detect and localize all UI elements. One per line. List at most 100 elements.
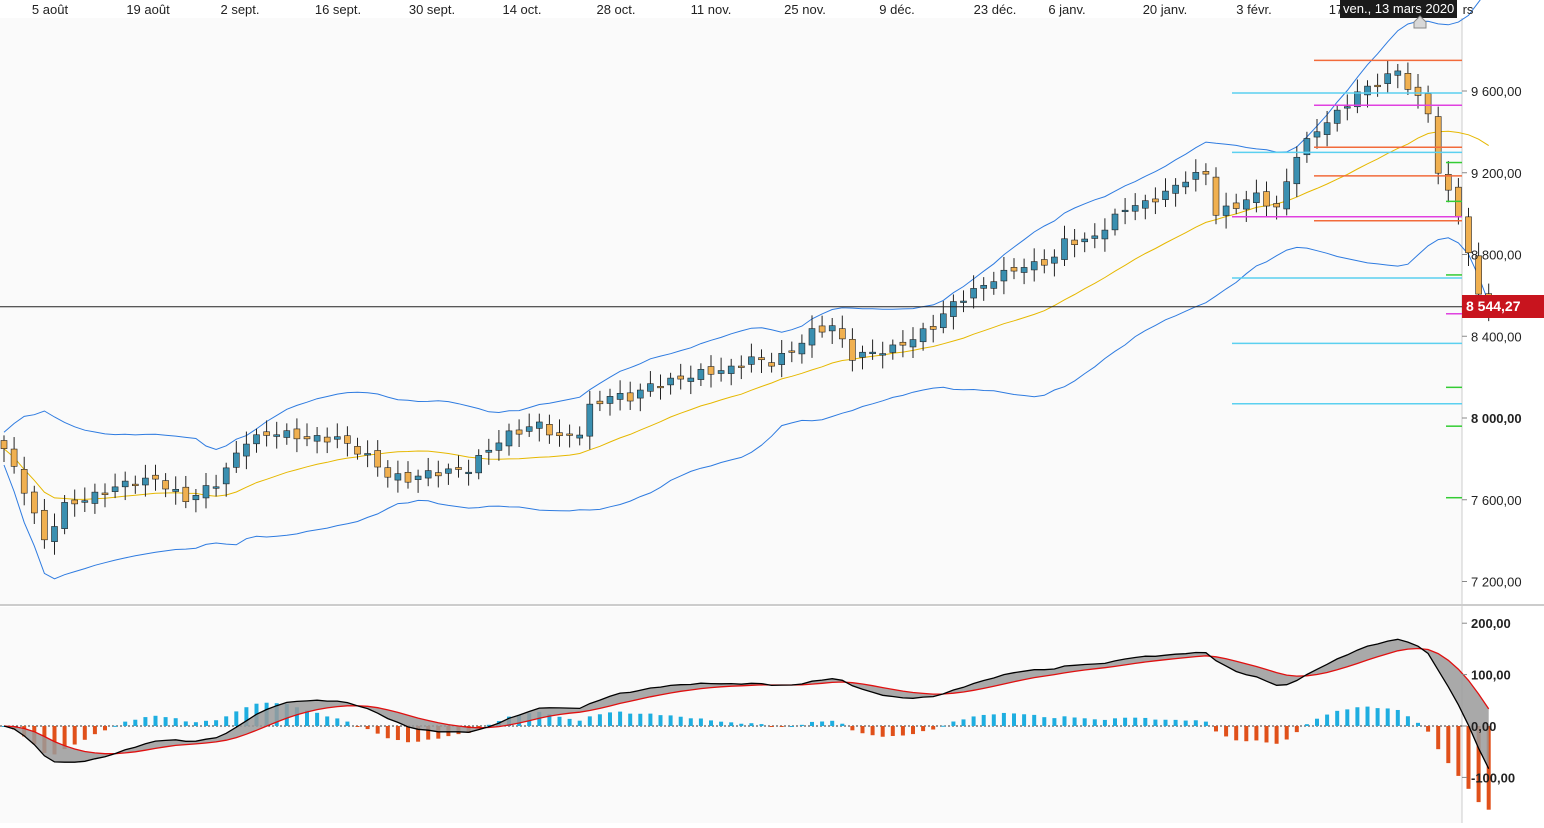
candle-body bbox=[1010, 267, 1018, 272]
candle-body bbox=[152, 474, 159, 480]
candle-body bbox=[1293, 156, 1301, 185]
candle-body bbox=[1071, 239, 1078, 245]
macd-histogram-bar bbox=[365, 726, 370, 730]
candle-body bbox=[960, 300, 967, 303]
macd-histogram-bar bbox=[1001, 712, 1006, 726]
macd-histogram-bar bbox=[688, 718, 693, 726]
macd-histogram-bar bbox=[830, 720, 835, 726]
crosshair-date-label: ven., 13 mars 2020 bbox=[1340, 0, 1458, 18]
macd-histogram-bar bbox=[1012, 713, 1016, 726]
candle-body bbox=[1202, 171, 1210, 175]
y-axis-macd: 200,00 100,00 0,00 -100,00 bbox=[1462, 616, 1515, 785]
macd-histogram-bar bbox=[648, 713, 653, 726]
candle-body bbox=[283, 430, 291, 438]
candle-body bbox=[404, 471, 412, 483]
y-tick-label: 9 600,00 bbox=[1471, 84, 1522, 99]
macd-histogram-bar bbox=[375, 726, 380, 734]
candle-body bbox=[1152, 198, 1159, 203]
candle-body bbox=[132, 483, 139, 487]
macd-histogram-bar bbox=[1123, 717, 1128, 726]
candle-body bbox=[566, 433, 573, 436]
macd-histogram-bar bbox=[1284, 726, 1289, 740]
macd-histogram-bar bbox=[1274, 726, 1279, 744]
candle-body bbox=[1030, 261, 1038, 271]
macd-signal-line bbox=[3, 647, 1490, 755]
macd-histogram-bar bbox=[1466, 726, 1471, 789]
candle-body bbox=[737, 365, 745, 368]
candle-body bbox=[1111, 213, 1119, 231]
candle-body bbox=[1414, 86, 1422, 96]
macd-histogram-bar bbox=[1113, 718, 1117, 726]
candle-body bbox=[61, 502, 68, 529]
macd-histogram-bar bbox=[739, 723, 744, 726]
macd-y-tick-label: -100,00 bbox=[1471, 770, 1515, 785]
macd-histogram-bar bbox=[204, 720, 208, 726]
candle-body bbox=[1000, 269, 1008, 282]
macd-histogram-bar bbox=[1042, 717, 1047, 726]
macd-histogram-bar bbox=[1193, 720, 1198, 726]
macd-histogram-bar bbox=[1082, 718, 1087, 726]
candle-body bbox=[485, 449, 493, 453]
candle-body bbox=[192, 495, 200, 501]
macd-histogram-bar bbox=[92, 726, 97, 735]
macd-histogram-bar bbox=[62, 726, 67, 750]
candle-body bbox=[1374, 84, 1381, 88]
candle-body bbox=[475, 455, 483, 474]
macd-histogram-bar bbox=[547, 714, 552, 726]
candle-body bbox=[30, 491, 38, 514]
macd-histogram-bar bbox=[981, 714, 986, 726]
macd-histogram-bar bbox=[103, 726, 107, 731]
horizontal-levels bbox=[1232, 59, 1462, 499]
candle-body bbox=[1222, 205, 1230, 216]
macd-histogram-bar bbox=[345, 721, 350, 726]
candle-body bbox=[970, 288, 977, 299]
candle-body bbox=[576, 434, 584, 439]
candle-body bbox=[1323, 122, 1331, 135]
macd-histogram-bar bbox=[315, 712, 320, 726]
macd-histogram-bar bbox=[1173, 719, 1178, 726]
macd-histogram-bar bbox=[618, 711, 623, 726]
candle-body bbox=[1121, 209, 1129, 213]
candle-body bbox=[172, 489, 179, 492]
x-tick-label: 17 bbox=[1329, 2, 1343, 17]
macd-histogram-bar bbox=[1163, 719, 1168, 726]
candle-body bbox=[222, 467, 230, 485]
candle-body bbox=[1303, 138, 1311, 156]
macd-histogram-bar bbox=[1224, 726, 1229, 737]
candle-body bbox=[253, 434, 260, 445]
candle-body bbox=[10, 448, 18, 467]
macd-histogram-bar bbox=[890, 726, 895, 736]
candle-body bbox=[1212, 176, 1220, 216]
candle-body bbox=[1394, 70, 1402, 76]
macd-histogram-bar bbox=[406, 726, 410, 743]
last-price-label: 8 544,27 bbox=[1462, 295, 1544, 318]
candle-body bbox=[899, 341, 907, 346]
macd-histogram-bar bbox=[577, 720, 582, 726]
y-tick-label: 8 800,00 bbox=[1471, 248, 1522, 263]
macd-histogram-bar bbox=[941, 725, 946, 727]
macd-histogram-bar bbox=[244, 707, 249, 726]
macd-y-tick-label: 100,00 bbox=[1471, 668, 1511, 683]
macd-indicator bbox=[0, 638, 1491, 810]
macd-histogram-bar bbox=[1385, 708, 1390, 726]
candle-body bbox=[20, 469, 28, 494]
macd-histogram-bar bbox=[355, 726, 360, 727]
macd-histogram-bar bbox=[628, 713, 633, 726]
candles bbox=[0, 60, 1492, 555]
candle-body bbox=[1253, 192, 1260, 203]
candle-body bbox=[1162, 190, 1169, 200]
candle-body bbox=[697, 369, 705, 380]
x-tick-label: 6 janv. bbox=[1048, 2, 1085, 17]
candle-body bbox=[818, 325, 826, 333]
macd-histogram-bar bbox=[1183, 720, 1188, 726]
x-tick-label: rs bbox=[1463, 2, 1474, 17]
macd-histogram-bar bbox=[789, 725, 794, 727]
macd-histogram-bar bbox=[870, 726, 875, 736]
candle-body bbox=[626, 392, 634, 402]
home-icon[interactable] bbox=[1413, 15, 1427, 29]
candle-body bbox=[263, 431, 270, 436]
macd-histogram-bar bbox=[1153, 719, 1158, 726]
x-tick-label: 14 oct. bbox=[502, 2, 541, 17]
